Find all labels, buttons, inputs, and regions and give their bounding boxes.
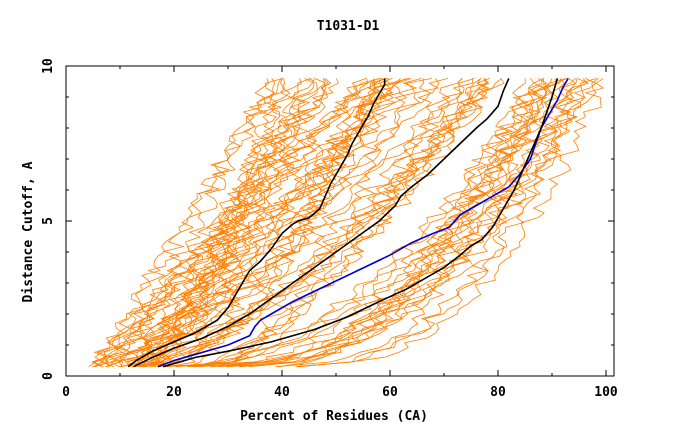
model-curve bbox=[106, 78, 315, 368]
model-curve bbox=[295, 78, 588, 368]
model-curve bbox=[278, 78, 526, 368]
model-curve bbox=[164, 78, 475, 368]
model-curve bbox=[133, 78, 505, 368]
axis-ticks: 0 20 40 60 80 100 0 5 10 bbox=[41, 58, 618, 400]
model-curve bbox=[151, 78, 329, 368]
highlight-model-lines bbox=[127, 77, 569, 368]
model-curve bbox=[158, 78, 487, 368]
model-curve bbox=[138, 78, 401, 368]
y-tick-label: 5 bbox=[41, 217, 56, 225]
x-tick-label: 100 bbox=[594, 385, 618, 400]
model-curve bbox=[134, 78, 367, 367]
x-tick-label: 60 bbox=[382, 385, 398, 400]
model-curve bbox=[110, 78, 379, 368]
model-curve bbox=[238, 78, 549, 368]
model-curve bbox=[92, 78, 270, 368]
x-tick-label: 20 bbox=[166, 385, 182, 400]
highlight-curve-1 bbox=[127, 78, 386, 368]
chart-title: T1031-D1 bbox=[317, 19, 380, 34]
highlight-curve-2 bbox=[133, 78, 510, 368]
x-tick-label: 40 bbox=[274, 385, 290, 400]
model-curve bbox=[146, 78, 463, 368]
model-curve bbox=[131, 78, 387, 368]
model-curve bbox=[163, 78, 576, 368]
model-curve bbox=[275, 78, 544, 368]
model-curve bbox=[175, 78, 599, 368]
model-curve bbox=[94, 78, 284, 368]
model-curve bbox=[299, 78, 568, 367]
model-curve bbox=[148, 78, 312, 367]
model-curve bbox=[197, 78, 490, 368]
model-curve bbox=[122, 78, 449, 368]
x-tick-label: 80 bbox=[490, 385, 506, 400]
model-curve bbox=[100, 78, 303, 368]
highlight-curve-4 bbox=[162, 78, 559, 368]
model-curve bbox=[217, 78, 489, 368]
model-curve bbox=[193, 78, 597, 368]
background-model-lines bbox=[88, 78, 605, 368]
model-curve bbox=[153, 78, 465, 368]
model-curve bbox=[227, 78, 578, 368]
model-curve bbox=[119, 78, 433, 367]
x-axis-label: Percent of Residues (CA) bbox=[240, 409, 428, 424]
model-curve bbox=[192, 78, 548, 368]
y-tick-label: 0 bbox=[41, 372, 56, 380]
model-curve bbox=[187, 78, 565, 368]
y-axis-label: Distance Cutoff, A bbox=[21, 161, 36, 302]
highlight-curve-3 bbox=[157, 77, 569, 368]
model-curve bbox=[167, 78, 382, 368]
model-curve bbox=[194, 78, 482, 368]
model-curve bbox=[119, 78, 473, 368]
model-curve bbox=[93, 78, 276, 368]
model-curve bbox=[231, 78, 490, 367]
model-curve bbox=[105, 78, 318, 368]
model-curve bbox=[143, 78, 410, 368]
model-curve bbox=[298, 78, 605, 368]
x-tick-label: 0 bbox=[62, 385, 70, 400]
model-curve bbox=[138, 78, 286, 368]
model-curve bbox=[134, 78, 490, 368]
model-curve bbox=[142, 78, 376, 368]
y-tick-label: 10 bbox=[41, 58, 56, 74]
model-curve bbox=[105, 78, 327, 367]
